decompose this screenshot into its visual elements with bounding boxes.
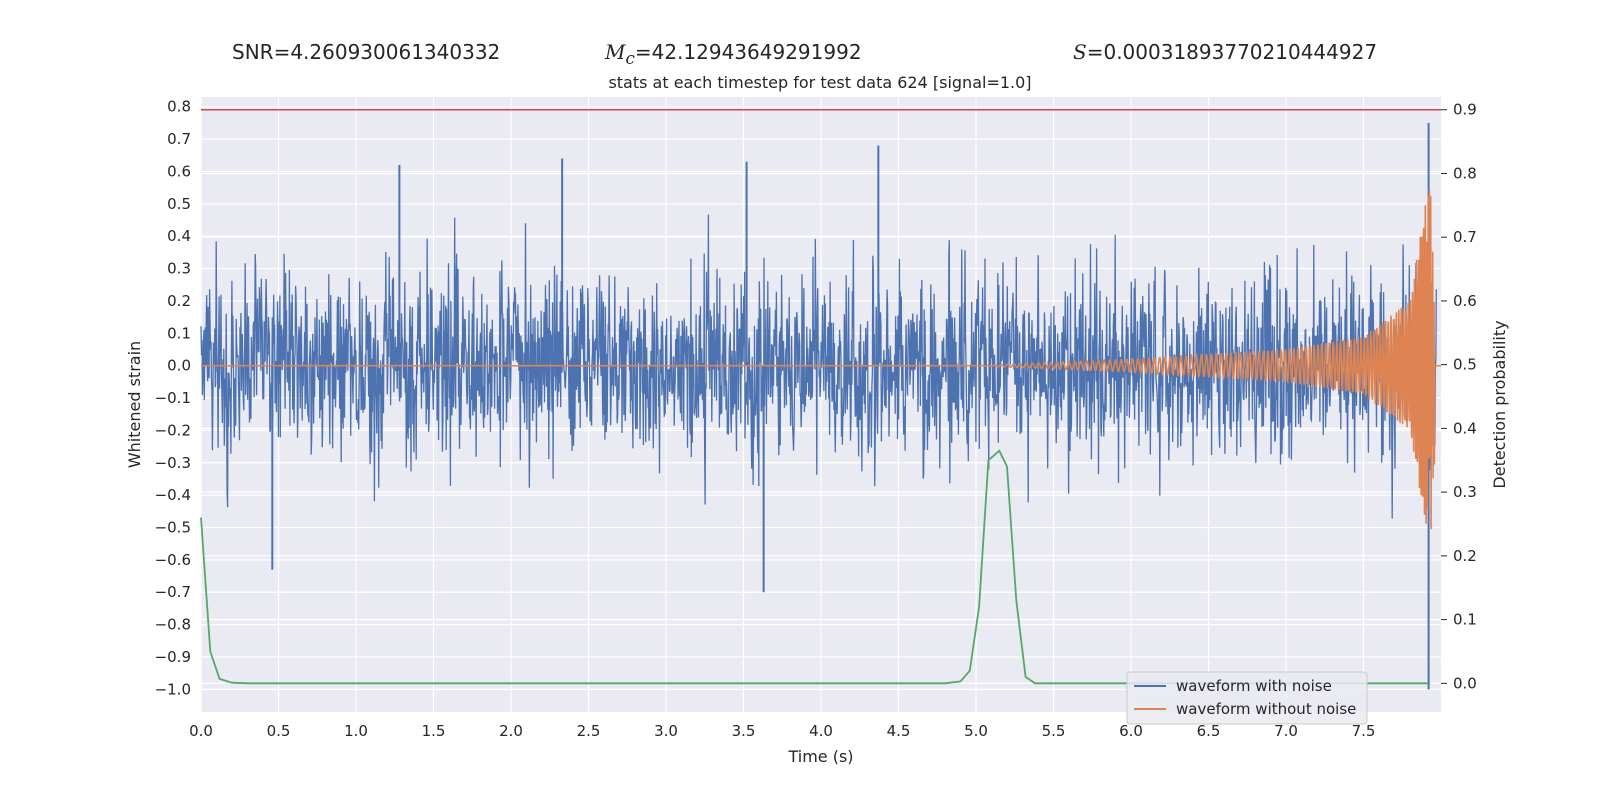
y-tick-label: −0.8	[155, 616, 191, 634]
legend: waveform with noise waveform without noi…	[1126, 671, 1368, 725]
y-tick-label: 0.0	[167, 357, 191, 375]
y-tick-label: 0.7	[167, 130, 191, 148]
x-tick-label: 4.5	[887, 722, 911, 740]
mc-subscript: c	[625, 49, 635, 68]
y2-axis-label: Detection probability	[1490, 320, 1509, 488]
x-tick-label: 6.5	[1197, 722, 1221, 740]
s-symbol: S	[1073, 40, 1087, 64]
y2-tick-label: 0.7	[1453, 228, 1477, 246]
mc-symbol: M	[605, 40, 626, 64]
x-tick-label: 4.0	[809, 722, 833, 740]
ticks: 0.0 0.5 1.0 1.5 2.0 2.5 3.0 3.5 4.0 4.5 5.0 5.5 6.0 6…	[155, 98, 1477, 740]
snr-value: 4.260930061340332	[290, 40, 501, 64]
y-tick-label: 0.3	[167, 260, 191, 278]
y-tick-label: −0.2	[155, 421, 191, 439]
x-tick-label: 7.0	[1274, 722, 1298, 740]
y-tick-label: −0.5	[155, 519, 191, 537]
y2-tick-label: 0.2	[1453, 547, 1477, 565]
x-tick-label: 5.5	[1042, 722, 1066, 740]
y2-tick-label: 0.3	[1453, 483, 1477, 501]
y-tick-label: −0.9	[155, 648, 191, 666]
y-tick-label: 0.5	[167, 195, 191, 213]
y-tick-label: −1.0	[155, 680, 191, 698]
legend-label-clean: waveform without noise	[1176, 700, 1356, 718]
x-tick-label: 5.0	[964, 722, 988, 740]
x-axis-label: Time (s)	[787, 747, 853, 766]
clean-waveform-line	[201, 190, 1441, 530]
x-tick-label: 3.0	[654, 722, 678, 740]
y2-tick-label: 0.9	[1453, 101, 1477, 119]
y-tick-label: 0.1	[167, 324, 191, 342]
y2-tick-label: 0.0	[1453, 674, 1477, 692]
y-tick-label: −0.4	[155, 486, 191, 504]
x-tick-label: 0.0	[189, 722, 213, 740]
y2-tick-label: 0.6	[1453, 292, 1477, 310]
snr-label: SNR	[232, 40, 274, 64]
detection-probability-line	[200, 449, 1431, 685]
y-tick-label: −0.7	[155, 583, 191, 601]
s-value: 0.00031893770210444927	[1103, 40, 1378, 64]
y2-tick-label: 0.4	[1453, 419, 1477, 437]
y2-tick-label: 0.5	[1453, 356, 1477, 374]
legend-box	[1126, 671, 1368, 725]
s-stat: S=0.00031893770210444927	[1073, 40, 1378, 64]
y-tick-label: 0.6	[167, 162, 191, 180]
x-tick-label: 2.0	[499, 722, 523, 740]
chirp-mass-stat: Mc=42.12943649291992	[605, 40, 862, 68]
y-tick-label: −0.1	[155, 389, 191, 407]
y-tick-label: 0.2	[167, 292, 191, 310]
chart-title: stats at each timestep for test data 624…	[608, 73, 1031, 92]
y-tick-label: −0.6	[155, 551, 191, 569]
x-tick-label: 6.0	[1119, 722, 1143, 740]
y2-tick-label: 0.8	[1453, 164, 1477, 182]
x-tick-label: 1.5	[422, 722, 446, 740]
x-tick-label: 0.5	[267, 722, 291, 740]
series-layer	[200, 108, 1441, 690]
snr-stat: SNR=4.260930061340332	[232, 40, 501, 64]
x-tick-label: 3.5	[732, 722, 756, 740]
x-tick-label: 1.0	[344, 722, 368, 740]
mc-value: 42.12943649291992	[651, 40, 862, 64]
y-tick-label: 0.4	[167, 227, 191, 245]
x-tick-label: 7.5	[1352, 722, 1376, 740]
y-tick-label: −0.3	[155, 454, 191, 472]
x-tick-label: 2.5	[577, 722, 601, 740]
y-axis-label: Whitened strain	[125, 341, 144, 468]
noisy-waveform-line	[200, 214, 1437, 519]
y-tick-label: 0.8	[167, 98, 191, 116]
y2-tick-label: 0.1	[1453, 611, 1477, 629]
legend-label-noisy: waveform with noise	[1176, 677, 1332, 695]
